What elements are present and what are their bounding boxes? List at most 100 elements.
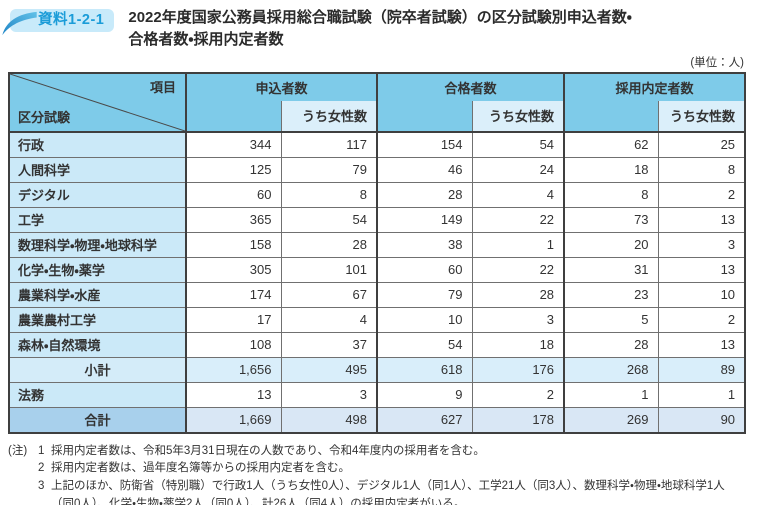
row-label: 森林・自然環境 [8, 331, 187, 358]
subcolumn-female-hired: うち女性数 [657, 100, 746, 132]
value-cell: 5 [563, 306, 659, 333]
header-spacer [376, 100, 473, 132]
female-value-cell: 178 [471, 406, 565, 433]
row-label: 法務 [8, 381, 187, 408]
row-label: 行政 [8, 131, 187, 158]
row-label: 人間科学 [8, 156, 187, 183]
table-row: 人間科学 125 79 46 24 18 8 [8, 156, 746, 183]
value-cell: 23 [563, 281, 659, 308]
value-cell: 174 [185, 281, 282, 308]
female-value-cell: 101 [280, 256, 378, 283]
female-value-cell: 3 [280, 381, 378, 408]
row-label: 数理科学・物理・地球科学 [8, 231, 187, 258]
column-group-hired: 採用内定者数 [563, 72, 746, 101]
unit-note: (単位：人) [690, 56, 744, 69]
female-value-cell: 2 [657, 181, 746, 208]
female-value-cell: 176 [471, 356, 565, 383]
value-cell: 158 [185, 231, 282, 258]
table-row: 合計 1,669 498 627 178 269 90 [8, 406, 746, 433]
female-value-cell: 2 [657, 306, 746, 333]
footnote-text: 上記のほか、防衛省（特別職）で行政1人（うち女性0人）、デジタル1人（同1人）、… [51, 480, 725, 505]
value-cell: 31 [563, 256, 659, 283]
female-value-cell: 18 [471, 331, 565, 358]
value-cell: 1,669 [185, 406, 282, 433]
data-table: 項目 区分試験 申込者数 合格者数 採用内定者数 うち女性数 うち女性数 うち女… [8, 71, 747, 434]
table-row: 化学・生物・薬学 305 101 60 22 31 13 [8, 256, 746, 283]
female-value-cell: 90 [657, 406, 746, 433]
footnote-3: 3 上記のほか、防衛省（特別職）で行政1人（うち女性0人）、デジタル1人（同1人… [8, 478, 746, 505]
row-label: 合計 [8, 406, 187, 433]
column-group-applicants: 申込者数 [184, 72, 378, 101]
female-value-cell: 67 [280, 281, 378, 308]
table-row: 数理科学・物理・地球科学 158 28 38 1 20 3 [8, 231, 746, 258]
value-cell: 1,656 [185, 356, 282, 383]
subcolumn-female-applicants: うち女性数 [280, 100, 378, 132]
value-cell: 365 [185, 206, 282, 233]
row-label: デジタル [8, 181, 187, 208]
page-title: 2022年度国家公務員採用総合職試験（院卒者試験）の区分試験別申込者数・ 合格者… [128, 7, 631, 51]
female-value-cell: 22 [471, 256, 565, 283]
female-value-cell: 79 [280, 156, 378, 183]
value-cell: 38 [376, 231, 473, 258]
female-value-cell: 3 [657, 231, 746, 258]
corner-cell: 項目 区分試験 [8, 72, 187, 132]
footnote-text: 採用内定者数は、過年度名簿等からの採用内定者を含む。 [51, 462, 350, 475]
title-line-1: 2022年度国家公務員採用総合職試験（院卒者試験）の区分試験別申込者数・ [128, 9, 632, 26]
female-value-cell: 24 [471, 156, 565, 183]
value-cell: 108 [185, 331, 282, 358]
value-cell: 618 [376, 356, 473, 383]
footnote-number: 1 [38, 444, 45, 457]
diagonal-divider [10, 74, 185, 131]
female-value-cell: 3 [471, 306, 565, 333]
female-value-cell: 8 [280, 181, 378, 208]
row-label: 農業農村工学 [8, 306, 187, 333]
crescent-swoosh-icon [2, 11, 37, 36]
value-cell: 305 [185, 256, 282, 283]
table-row: デジタル 60 8 28 4 8 2 [8, 181, 746, 208]
female-value-cell: 1 [657, 381, 746, 408]
value-cell: 149 [376, 206, 473, 233]
female-value-cell: 10 [657, 281, 746, 308]
value-cell: 269 [563, 406, 659, 433]
row-label: 農業科学・水産 [8, 281, 187, 308]
table-body: 行政 344 117 154 54 62 25 人間科学 125 79 46 24 18 8 デジタル 60 8… [8, 131, 746, 433]
value-cell: 17 [185, 306, 282, 333]
value-cell: 62 [563, 131, 659, 158]
female-value-cell: 89 [657, 356, 746, 383]
reference-badge: 資料1-2-1 [2, 9, 115, 36]
female-value-cell: 495 [280, 356, 378, 383]
female-value-cell: 2 [471, 381, 565, 408]
row-label: 小計 [8, 356, 187, 383]
subcolumn-female-passers: うち女性数 [471, 100, 565, 132]
table-row: 小計 1,656 495 618 176 268 89 [8, 356, 746, 383]
female-value-cell: 54 [471, 131, 565, 158]
female-value-cell: 13 [657, 331, 746, 358]
value-cell: 627 [376, 406, 473, 433]
value-cell: 28 [563, 331, 659, 358]
value-cell: 13 [185, 381, 282, 408]
female-value-cell: 13 [657, 206, 746, 233]
female-value-cell: 28 [471, 281, 565, 308]
value-cell: 28 [376, 181, 473, 208]
female-value-cell: 37 [280, 331, 378, 358]
female-value-cell: 13 [657, 256, 746, 283]
table-row: 法務 13 3 9 2 1 1 [8, 381, 746, 408]
corner-label-category: 区分試験 [18, 109, 71, 125]
value-cell: 54 [376, 331, 473, 358]
table-row: 農業農村工学 17 4 10 3 5 2 [8, 306, 746, 333]
footnote-1: (注) 1 採用内定者数は、令和5年3月31日現在の人数であり、令和4年度内の採… [8, 443, 746, 461]
row-label: 化学・生物・薬学 [8, 256, 187, 283]
footnote-2: 2 採用内定者数は、過年度名簿等からの採用内定者を含む。 [8, 460, 746, 478]
female-value-cell: 54 [280, 206, 378, 233]
value-cell: 268 [563, 356, 659, 383]
female-value-cell: 4 [280, 306, 378, 333]
title-line-2: 合格者数・採用内定者数 [128, 30, 284, 48]
table-row: 行政 344 117 154 54 62 25 [8, 131, 746, 158]
header-spacer [563, 100, 659, 132]
value-cell: 9 [376, 381, 473, 408]
female-value-cell: 1 [471, 231, 565, 258]
document-header: 資料1-2-1 2022年度国家公務員採用総合職試験（院卒者試験）の区分試験別申… [0, 0, 760, 51]
row-label: 工学 [8, 206, 187, 233]
female-value-cell: 8 [657, 156, 746, 183]
header-spacer [185, 100, 282, 132]
